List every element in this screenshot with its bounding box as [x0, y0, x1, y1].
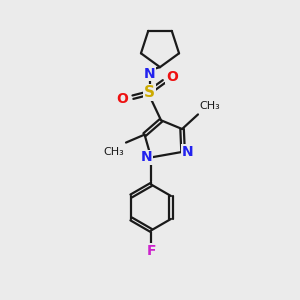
Text: F: F — [146, 244, 156, 258]
Text: CH₃: CH₃ — [200, 101, 220, 111]
Text: O: O — [166, 70, 178, 84]
Text: N: N — [144, 67, 155, 81]
Text: N: N — [141, 150, 152, 164]
Text: O: O — [116, 92, 128, 106]
Text: N: N — [182, 145, 193, 159]
Text: S: S — [144, 85, 155, 100]
Text: CH₃: CH₃ — [104, 147, 124, 157]
